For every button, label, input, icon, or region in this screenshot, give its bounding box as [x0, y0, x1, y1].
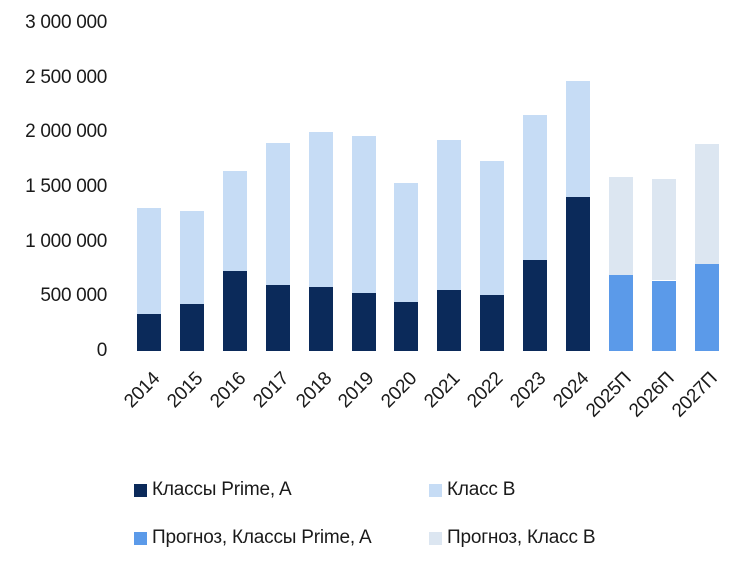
bar-segment — [523, 115, 548, 261]
x-tick-label: 2015 — [163, 368, 207, 413]
bar-2020 — [394, 0, 419, 351]
bar-2014 — [137, 0, 161, 351]
bar-2027П — [694, 0, 719, 351]
x-tick-label: 2019 — [334, 368, 379, 413]
x-tick-label: 2014 — [120, 368, 165, 413]
x-tick-label: 2017 — [248, 368, 293, 413]
bar-segment — [308, 286, 333, 351]
bar-2017 — [265, 0, 290, 351]
legend-label: Классы Prime, A — [152, 479, 292, 500]
bar-segment — [351, 292, 376, 351]
x-tick-label: 2022 — [463, 368, 508, 413]
bar-segment — [222, 170, 247, 272]
bar-segment — [608, 177, 633, 276]
x-tick-label: 2026П — [625, 368, 679, 422]
x-tick-label: 2021 — [420, 368, 465, 413]
legend-item-forecast-prime-a: Прогноз, Классы Prime, A — [134, 527, 372, 549]
bar-segment — [651, 280, 676, 351]
bar-segment — [265, 142, 290, 285]
bar-2026П — [651, 0, 676, 351]
bar-2025П — [608, 0, 633, 351]
legend-label: Класс B — [447, 479, 516, 500]
x-tick-label: 2027П — [668, 368, 722, 422]
bar-segment — [394, 302, 419, 351]
bar-segment — [137, 207, 161, 314]
bar-segment — [179, 304, 204, 351]
bar-2018 — [308, 0, 333, 351]
legend-label: Прогноз, Классы Prime, A — [152, 527, 372, 548]
bar-2024 — [566, 0, 590, 351]
bar-segment — [308, 131, 333, 287]
bar-segment — [694, 144, 719, 265]
y-tick-label: 500 000 — [40, 285, 107, 307]
x-tick-label: 2025П — [582, 368, 636, 422]
y-tick-label: 0 — [96, 340, 108, 361]
bar-segment — [437, 289, 462, 351]
bar-segment — [394, 182, 419, 303]
bar-segment — [694, 264, 719, 351]
bar-segment — [351, 136, 376, 293]
bar-segment — [480, 295, 505, 351]
y-tick-label: 2 500 000 — [25, 66, 107, 88]
bar-segment — [137, 313, 161, 351]
bar-segment — [179, 211, 204, 304]
bar-2016 — [222, 0, 247, 351]
bar-segment — [265, 284, 290, 351]
bar-segment — [222, 271, 247, 351]
bar-segment — [480, 160, 505, 296]
bar-2019 — [351, 0, 376, 351]
bar-segment — [437, 140, 462, 290]
bar-2023 — [523, 0, 548, 351]
bar-segment — [523, 260, 548, 351]
bar-2021 — [437, 0, 462, 351]
x-tick-label: 2016 — [205, 368, 250, 413]
legend-item-prime-a: Классы Prime, A — [134, 479, 292, 501]
x-tick-label: 2020 — [377, 368, 422, 413]
y-tick-label: 1 000 000 — [25, 230, 107, 252]
legend-label: Прогноз, Класс B — [447, 527, 596, 548]
legend-item-class-b: Класс B — [429, 479, 515, 501]
bar-segment — [566, 196, 590, 351]
y-tick-label: 3 000 000 — [25, 12, 107, 34]
bar-2022 — [480, 0, 505, 351]
legend-swatch-forecast-prime-a — [134, 531, 147, 545]
bar-segment — [608, 275, 633, 351]
bar-segment — [566, 81, 590, 197]
y-tick-label: 2 000 000 — [25, 121, 107, 143]
legend-swatch-forecast-class-b — [429, 531, 442, 545]
bar-2015 — [179, 0, 204, 351]
legend-swatch-class-b — [429, 483, 442, 497]
x-tick-label: 2018 — [291, 368, 336, 413]
y-tick-label: 1 500 000 — [25, 176, 107, 198]
x-tick-label: 2023 — [506, 368, 551, 413]
legend-item-forecast-class-b: Прогноз, Класс B — [429, 527, 596, 549]
bar-segment — [651, 178, 676, 281]
legend-swatch-prime-a — [134, 483, 147, 497]
